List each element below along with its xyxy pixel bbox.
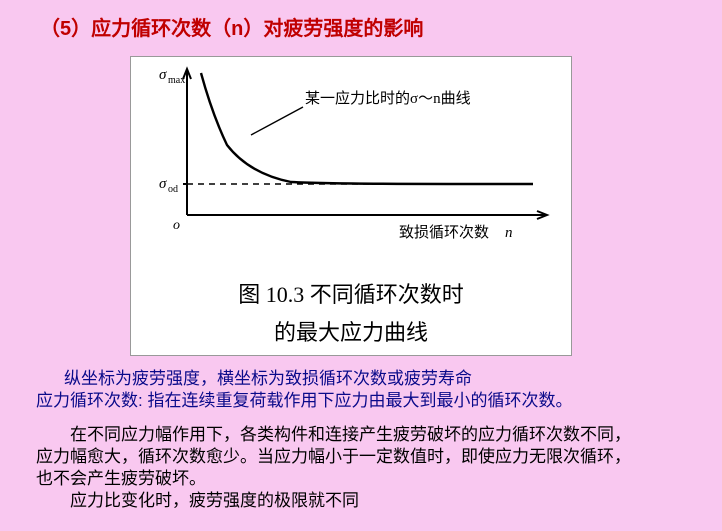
x-axis-label-n: n	[505, 225, 513, 241]
curve-label: 某一应力比时的σ～n曲线	[305, 89, 471, 107]
figure-caption-1: 图 10.3 不同循环次数时	[131, 277, 571, 309]
y-label-sigma: σ	[159, 67, 167, 83]
section-title: （5）应力循环次数（n）对疲劳强度的影响	[40, 12, 423, 41]
sn-curve	[201, 73, 533, 184]
body-line-2: 应力幅愈大，循环次数愈少。当应力幅小于一定数值时，即使应力无限次循环，	[36, 446, 692, 468]
figure-container: σ max σ od o 某一应力比时的σ～n曲线 致损循环次数 n 图 10.…	[130, 56, 572, 356]
sn-curve-plot: σ max σ od o 某一应力比时的σ～n曲线 致损循环次数 n	[153, 65, 553, 255]
y-label-max: max	[168, 75, 185, 86]
y-tick-sigma: σ	[159, 176, 167, 192]
cycle-definition: 应力循环次数: 指在连续重复荷载作用下应力由最大到最小的循环次数。	[36, 386, 572, 411]
y-tick-od: od	[168, 184, 178, 195]
x-axis-label-text: 致损循环次数	[399, 224, 489, 241]
slide-page: （5）应力循环次数（n）对疲劳强度的影响	[0, 0, 722, 531]
figure-caption-2: 的最大应力曲线	[131, 315, 571, 347]
curve-label-leader	[251, 107, 303, 135]
body-line-4: 应力比变化时，疲劳强度的极限就不同	[36, 490, 692, 512]
body-line-1: 在不同应力幅作用下，各类构件和连接产生疲劳破坏的应力循环次数不同，	[36, 424, 692, 446]
body-line-3: 也不会产生疲劳破坏。	[36, 468, 692, 490]
origin-label: o	[173, 218, 180, 233]
plot-svg: σ max σ od o 某一应力比时的σ～n曲线 致损循环次数 n	[153, 65, 553, 255]
